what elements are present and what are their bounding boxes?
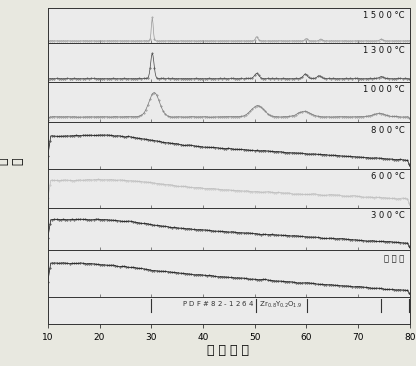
Text: 1 3 0 0 °C: 1 3 0 0 °C <box>363 46 404 55</box>
Text: P D F # 8 2 - 1 2 6 4   Zr$_{0.8}$Y$_{0.2}$O$_{1.9}$: P D F # 8 2 - 1 2 6 4 Zr$_{0.8}$Y$_{0.2}… <box>182 300 302 310</box>
Text: 8 0 0 °C: 8 0 0 °C <box>371 126 404 135</box>
Text: 强
度: 强 度 <box>0 157 25 165</box>
Text: 3 0 0 °C: 3 0 0 °C <box>371 211 404 220</box>
Text: 6 0 0 °C: 6 0 0 °C <box>371 172 404 181</box>
Text: 未 処 理: 未 処 理 <box>384 254 404 263</box>
Text: 1 0 0 0 °C: 1 0 0 0 °C <box>363 85 404 94</box>
Text: 衍 射 角 度: 衍 射 角 度 <box>207 344 249 357</box>
Text: 1 5 0 0 °C: 1 5 0 0 °C <box>363 11 404 20</box>
